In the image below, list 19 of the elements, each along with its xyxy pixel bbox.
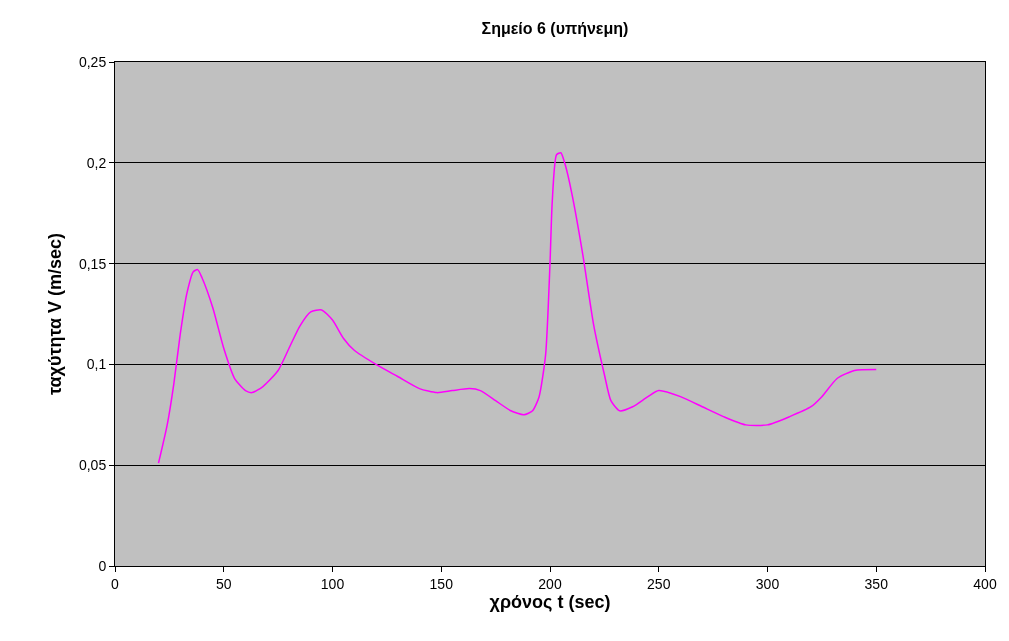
x-axis-title: χρόνος t (sec) [489, 591, 611, 612]
x-tick-label: 50 [215, 575, 232, 592]
y-tick-label: 0 [98, 557, 107, 574]
x-tick-label: 100 [320, 575, 345, 592]
chart-title: Σημείο 6 (υπήνεμη) [481, 19, 629, 37]
y-tick-label: 0,2 [86, 154, 107, 171]
y-tick-label: 0,1 [86, 356, 107, 373]
x-tick-label: 300 [755, 575, 780, 592]
x-tick-label: 200 [538, 575, 562, 592]
x-tick-label: 150 [429, 575, 454, 592]
y-tick-label: 0,05 [78, 457, 107, 474]
x-tick-label: 350 [864, 575, 889, 592]
y-tick-label: 0,25 [78, 53, 107, 70]
x-tick-label: 0 [111, 575, 120, 592]
x-tick-label: 400 [973, 575, 997, 592]
x-tick-label: 250 [647, 575, 671, 592]
line-series [157, 151, 877, 464]
y-tick-label: 0,15 [78, 255, 107, 272]
y-axis-title: ταχύτητα V (m/sec) [45, 232, 66, 396]
